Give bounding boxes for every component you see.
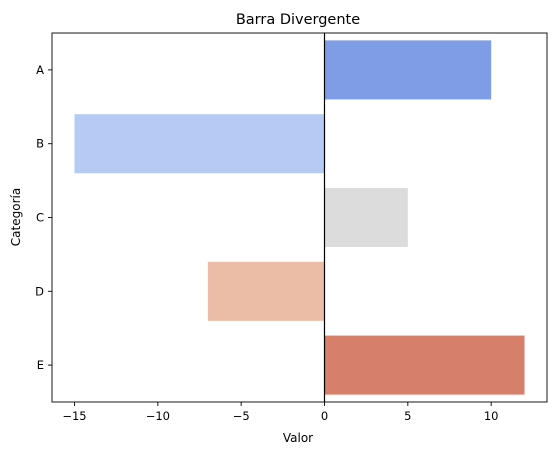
y-tick-label: D — [35, 284, 44, 298]
y-tick-label: C — [36, 211, 44, 225]
x-tick-label: 0 — [321, 409, 328, 423]
chart-title: Barra Divergente — [236, 12, 360, 28]
x-axis-label: Valor — [283, 431, 313, 445]
bar-d — [207, 261, 325, 321]
bar-b — [74, 114, 325, 174]
x-tick-label: 10 — [484, 409, 499, 423]
y-axis-label: Categoría — [9, 188, 23, 246]
x-tick-label: 5 — [404, 409, 411, 423]
y-axis-ticks: A B C D E — [35, 63, 52, 372]
x-tick-label: −15 — [62, 409, 86, 423]
y-tick-label: A — [36, 63, 44, 77]
x-tick-label: −5 — [233, 409, 250, 423]
bar-c — [324, 187, 408, 248]
bars-group — [74, 40, 525, 395]
bar-a — [324, 40, 492, 100]
x-axis-ticks: −15 −10 −5 0 5 10 — [62, 402, 498, 423]
x-tick-label: −10 — [146, 409, 170, 423]
bar-e — [324, 335, 525, 395]
y-tick-label: E — [37, 358, 44, 372]
y-tick-label: B — [36, 137, 44, 151]
